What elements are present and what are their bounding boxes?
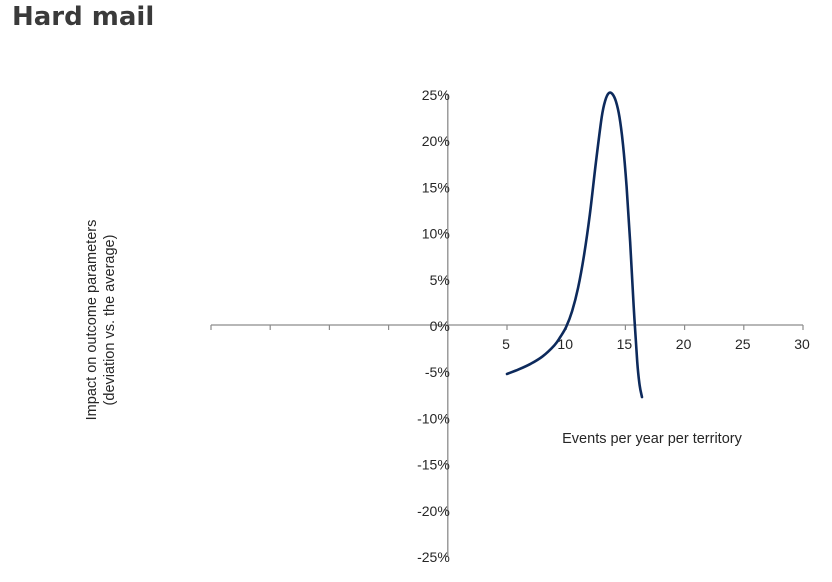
y-axis-title-line: Impact on outcome parameters [84,220,100,421]
chart-ticks: 5 10 15 20 25 30 25% 20% 15% 10% 5% 0% -5% -10% -15% -2… [210,87,810,565]
y-tick-label: -25% [417,549,450,565]
chart-series [505,91,644,399]
x-tick-label: 10 [557,336,573,352]
y-tick-label: -10% [417,410,450,426]
x-tick-label: 5 [502,336,510,352]
y-tick-label: -20% [417,503,450,519]
x-axis-title: Events per year per territory [562,431,742,447]
x-tick-label: 25 [735,336,751,352]
y-tick-label: -5% [425,364,450,380]
y-tick-label: -15% [417,457,450,473]
series-line [505,91,644,399]
y-tick-label: 10% [422,226,450,242]
y-tick-label: 25% [422,87,450,103]
chart-axis-titles: Events per year per territory Impact on o… [84,220,743,447]
y-tick-label: 5% [430,272,450,288]
y-tick-label: 15% [422,179,450,195]
y-axis-title: Impact on outcome parameters (deviation v… [84,220,118,421]
y-tick-label: 20% [422,133,450,149]
y-tick-label: 0% [430,318,450,334]
x-tick-label: 15 [617,336,633,352]
x-tick-label: 30 [794,336,810,352]
x-tick-label: 20 [676,336,692,352]
y-axis-title-line: (deviation vs. the average) [102,235,118,406]
page-title: Hard mail [12,2,155,32]
